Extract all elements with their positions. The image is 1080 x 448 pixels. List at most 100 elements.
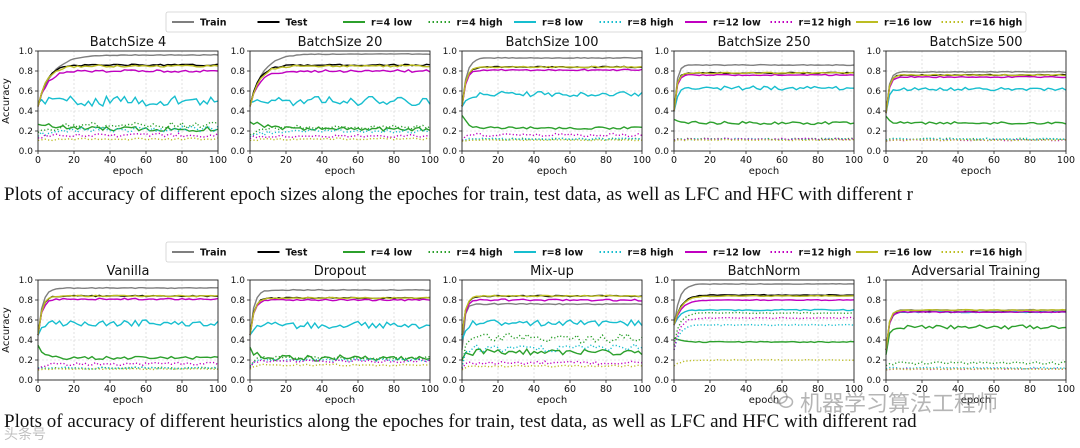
y-tick-label: 0.6 — [231, 316, 246, 326]
x-tick-label: 20 — [68, 155, 80, 166]
series-line — [461, 360, 643, 370]
subplot-title: Dropout — [314, 264, 367, 279]
x-tick-label: 100 — [1057, 155, 1075, 166]
x-tick-label: 60 — [140, 384, 152, 395]
series-line — [885, 137, 1067, 141]
x-tick-label: 80 — [1024, 384, 1036, 395]
x-tick-label: 60 — [564, 155, 576, 166]
x-tick-label: 60 — [776, 155, 788, 166]
y-tick-label: 0.0 — [867, 147, 882, 157]
x-tick-label: 100 — [209, 155, 227, 166]
plot-frame — [461, 50, 643, 152]
y-tick-label: 0.8 — [443, 67, 458, 77]
plot-frame — [885, 279, 1067, 381]
x-axis-label: epoch — [113, 166, 143, 177]
x-tick-label: 60 — [352, 384, 364, 395]
series-line — [885, 86, 1067, 114]
y-tick-label: 1.0 — [19, 276, 34, 286]
plot-area — [38, 280, 218, 380]
y-tick-label: 0.8 — [19, 296, 34, 306]
x-tick-label: 20 — [704, 384, 716, 395]
legend-entry: r=12 low — [713, 248, 761, 259]
y-tick-label: 0.0 — [19, 376, 34, 386]
subplot-title: Vanilla — [107, 264, 150, 279]
x-tick-label: 20 — [68, 384, 80, 395]
series-line — [673, 308, 855, 326]
watermark-right-text: 机器学习算法工程师 — [800, 392, 999, 417]
x-tick-label: 20 — [280, 384, 292, 395]
x-tick-label: 0 — [459, 155, 465, 166]
y-tick-label: 0.4 — [231, 107, 246, 117]
x-tick-label: 60 — [140, 155, 152, 166]
series-line — [249, 288, 431, 336]
legend-entry: r=12 low — [713, 18, 761, 29]
series-line — [249, 358, 431, 369]
x-tick-label: 80 — [388, 384, 400, 395]
x-tick-label: 100 — [633, 155, 651, 166]
series-line — [885, 310, 1067, 350]
y-tick-label: 0.6 — [443, 316, 458, 326]
x-tick-label: 40 — [316, 384, 328, 395]
legend-entry: Train — [200, 18, 227, 29]
series-line — [249, 95, 431, 107]
legend: Train Test r=4 low r=4 high r=8 low r=8 high r… — [165, 11, 1027, 33]
x-tick-label: 100 — [209, 384, 227, 395]
legend-entry: r=12 high — [799, 18, 852, 29]
y-tick-label: 0.0 — [443, 376, 458, 386]
y-tick-label: 0.6 — [867, 316, 882, 326]
y-tick-label: 0.8 — [231, 296, 246, 306]
x-tick-label: 40 — [316, 155, 328, 166]
series-line — [461, 56, 642, 107]
series-line — [249, 68, 431, 107]
subplot: Adversarial Training 0 20 40 60 80 100 epoch 0.0… — [867, 264, 1075, 406]
x-tick-label: 40 — [528, 384, 540, 395]
series-line — [673, 337, 855, 344]
series-line — [37, 286, 218, 336]
y-tick-label: 0.8 — [231, 67, 246, 77]
subplot: Mix-up 0 20 40 60 80 100 epoch 0.0 0.2 0.4 0.6 0.8 1.… — [443, 264, 651, 406]
watermark-left: 头条号 — [4, 427, 46, 443]
legend-entry: r=16 low — [884, 248, 932, 259]
x-axis-label: epoch — [325, 166, 355, 177]
y-tick-label: 0.8 — [443, 296, 458, 306]
series-line — [885, 115, 1067, 125]
series-line — [673, 63, 855, 112]
legend-entry: Test — [286, 18, 308, 29]
series-line — [461, 347, 643, 361]
legend-entry: Test — [286, 248, 308, 259]
x-tick-label: 0 — [247, 155, 253, 166]
series-line — [37, 294, 219, 336]
y-tick-label: 0.6 — [655, 87, 670, 97]
legend-entry: r=4 low — [371, 18, 412, 29]
y-tick-label: 0.8 — [655, 67, 670, 77]
series-line — [37, 120, 219, 134]
series-line — [37, 319, 219, 336]
x-tick-label: 80 — [812, 384, 824, 395]
x-tick-label: 20 — [280, 155, 292, 166]
legend-entry: r=8 high — [628, 18, 674, 29]
y-tick-label: 0.2 — [231, 127, 245, 137]
y-tick-label: 0.0 — [655, 376, 670, 386]
x-tick-label: 80 — [600, 155, 612, 166]
y-tick-label: 0.0 — [19, 147, 34, 157]
plot-area — [886, 51, 1066, 151]
x-tick-label: 20 — [492, 155, 504, 166]
series-line — [885, 324, 1067, 355]
y-tick-label: 0.0 — [231, 376, 246, 386]
x-axis-label: epoch — [749, 395, 779, 406]
series-line — [37, 344, 219, 361]
y-tick-label: 0.2 — [867, 127, 881, 137]
y-tick-label: 0.4 — [867, 107, 882, 117]
subplot-title: Mix-up — [530, 264, 574, 279]
x-tick-label: 100 — [633, 384, 651, 395]
subplot: BatchSize 20 0 20 40 60 80 100 epoch 0.0 0.2 0.4 0.… — [231, 35, 439, 177]
series-line — [37, 122, 219, 133]
series-line — [249, 346, 431, 362]
y-tick-label: 0.2 — [655, 127, 669, 137]
x-tick-label: 20 — [704, 155, 716, 166]
x-tick-label: 0 — [247, 384, 253, 395]
wechat-logo-icon — [770, 389, 794, 408]
y-tick-label: 1.0 — [443, 276, 458, 286]
x-tick-label: 0 — [671, 155, 677, 166]
y-tick-label: 1.0 — [443, 47, 458, 57]
